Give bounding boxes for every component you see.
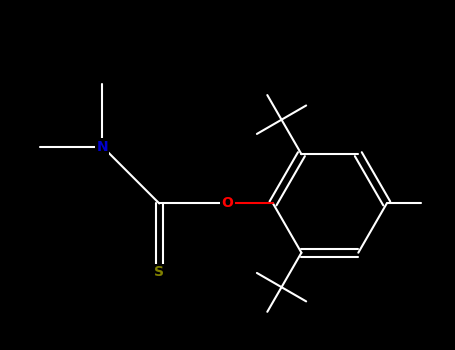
Text: O: O (222, 196, 233, 210)
Text: S: S (154, 265, 164, 279)
Text: N: N (96, 140, 108, 154)
